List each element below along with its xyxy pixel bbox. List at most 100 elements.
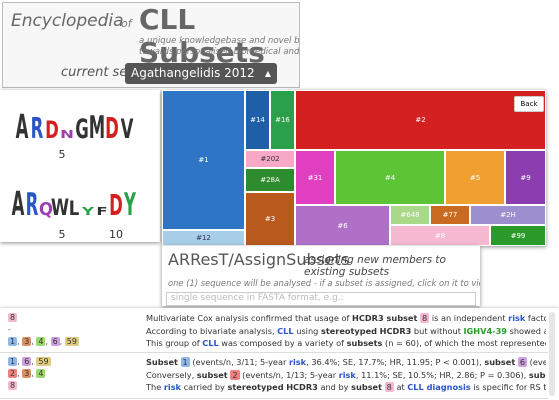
treemap-cell[interactable]: #5 xyxy=(445,150,505,205)
set-select[interactable]: Agathangelidis 2012 ▲ xyxy=(125,63,277,84)
logo-letter: W xyxy=(51,195,69,221)
title-prefix: Encyclopedia xyxy=(11,11,124,31)
set-value: Agathangelidis 2012 xyxy=(131,66,255,80)
text-segment: CLL xyxy=(277,325,294,336)
text-segment: According to bivariate analysis, xyxy=(146,325,278,336)
subset-cell: 8 - 1, 3, 4, 6, 59 xyxy=(8,312,138,348)
text-segment: Subset xyxy=(146,357,178,367)
text-line: Conversely, subset 2 (events/n, 1/13; 5-… xyxy=(146,369,546,382)
text-segment: was composed by a variety of xyxy=(218,338,347,348)
treemap-cell[interactable]: #28A xyxy=(245,168,295,192)
text-segment: (n = 60), of which the most represented … xyxy=(385,338,546,348)
text-segment: subset xyxy=(484,357,516,367)
logo-letter: N xyxy=(60,129,74,142)
cell-label: #648 xyxy=(400,211,420,219)
treemap-cell[interactable]: #99 xyxy=(490,225,546,246)
table-row: 1, 6, 59 2, 3, 4 8 Subset 1 (events/n, 3/11… xyxy=(0,354,548,399)
subset-line: - xyxy=(8,324,138,336)
cell-label: #8 xyxy=(434,231,446,240)
subset-badge: 59 xyxy=(36,357,51,366)
subset-badge: 6 xyxy=(50,337,60,346)
treemap-cell[interactable]: #9 xyxy=(505,150,546,205)
subset-line: 8 xyxy=(8,312,138,324)
assign-tagline: assigning new members to existing subset… xyxy=(304,254,446,278)
text-segment: HCDR3 xyxy=(286,382,318,392)
text-segment: is an independent xyxy=(429,313,509,323)
subset-badge: 8 xyxy=(8,313,18,322)
logo-letter: G xyxy=(75,115,89,145)
treemap-cell[interactable]: #6 xyxy=(295,205,390,246)
results-table: 8 - 1, 3, 4, 6, 59 Multivariate Cox analysi… xyxy=(0,308,559,400)
text-segment: Conversely, xyxy=(146,369,197,380)
cell-label: #1 xyxy=(198,156,209,164)
logo-letter: M xyxy=(89,109,105,145)
text-segment: and by xyxy=(317,382,352,392)
text-segment: stereotyped xyxy=(227,382,284,392)
text-segment: subset xyxy=(196,369,228,380)
treemap-cell[interactable]: #2H xyxy=(470,205,546,225)
subset-badge: 3 xyxy=(22,337,32,346)
cell-label: #4 xyxy=(384,173,396,182)
text-segment: CLL diagnosis xyxy=(407,382,471,392)
text-line: Subset 1 (events/n, 3/11; 5-year risk, 3… xyxy=(146,356,546,369)
assign-note: one (1) sequence will be analysed - if a… xyxy=(168,278,480,288)
text-segment: , xyxy=(31,369,37,378)
title-of: of xyxy=(121,17,132,30)
text-segment: carried by xyxy=(181,382,228,392)
treemap-cell[interactable]: #14 xyxy=(245,90,270,150)
treemap-cell[interactable]: #4 xyxy=(335,150,445,205)
treemap-cell[interactable]: #202 xyxy=(245,150,295,168)
logo-letter: D xyxy=(105,111,119,145)
logo-position: 10 xyxy=(109,228,123,241)
subset-badge: 1 xyxy=(180,357,190,367)
text-segment: HCDR3 subset xyxy=(351,313,418,323)
treemap-cell[interactable]: #3 xyxy=(245,192,295,246)
text-segment: subset xyxy=(351,382,383,392)
cell-label: #31 xyxy=(307,173,323,182)
text-line: Multivariate Cox analysis confirmed that… xyxy=(146,312,546,325)
logo-letter: A xyxy=(12,186,25,224)
treemap-cell[interactable]: #1 xyxy=(162,90,245,230)
text-segment: (events/n, 1/5; 5-year xyxy=(529,357,546,367)
treemap-cell[interactable]: #8 xyxy=(390,225,490,246)
treemap-cell[interactable]: #2 xyxy=(295,90,546,150)
logo-letter: V xyxy=(121,115,134,145)
set-label: current set xyxy=(61,65,133,80)
text-segment: subset xyxy=(528,369,546,380)
text-line: The risk carried by stereotyped HCDR3 an… xyxy=(146,381,546,394)
cell-label: #6 xyxy=(337,221,348,230)
text-segment: risk xyxy=(288,357,307,367)
cell-label: #99 xyxy=(510,231,526,240)
cell-label: #2H xyxy=(500,211,516,219)
treemap-cell[interactable]: #77 xyxy=(430,205,470,225)
subset-badge: 6 xyxy=(517,357,528,367)
text-line: This group of CLL was composed by a vari… xyxy=(146,337,546,350)
text-segment: , 11.1%; SE, 10.5%; HR, 2.86; P = 0.306)… xyxy=(355,369,529,380)
sequence-input[interactable]: single sequence in FASTA format, e.g.: xyxy=(166,292,476,306)
text-segment: , xyxy=(31,357,37,366)
cell-label: #2 xyxy=(415,116,426,124)
treemap-cell[interactable]: #16 xyxy=(270,90,295,150)
text-segment: IGHV4-39 xyxy=(463,325,507,336)
text-line: According to bivariate analysis, CLL usi… xyxy=(146,325,546,338)
text-segment: stereotyped xyxy=(320,325,378,336)
text-segment: Multivariate Cox analysis confirmed that… xyxy=(146,313,352,323)
subset-line: 1, 3, 4, 6, 59 xyxy=(8,336,138,348)
scrollbar[interactable] xyxy=(549,312,555,396)
cell-label: #5 xyxy=(469,173,481,182)
treemap-cell[interactable]: #12 xyxy=(162,230,245,246)
subset-badge: 2 xyxy=(8,369,18,378)
back-button[interactable]: Back xyxy=(514,96,544,112)
treemap-cell[interactable]: #31 xyxy=(295,150,335,205)
logo-letter: L xyxy=(69,198,80,221)
text-segment: (events/n, 3/11; 5-year xyxy=(189,357,289,367)
treemap-cell[interactable]: #648 xyxy=(390,205,430,225)
logo-panel: A R D N G M D V 5 A R Q W L Y F D Y 5 10 xyxy=(0,90,160,242)
subset-badge: 4 xyxy=(36,337,46,346)
cell-label: #16 xyxy=(275,116,290,124)
placeholder: single sequence in FASTA format, e.g.: xyxy=(171,293,344,303)
select-arrow: ▲ xyxy=(264,69,271,78)
assign-panel: ARResT/AssignSubsets assigning new membe… xyxy=(162,246,480,306)
logo-letter: F xyxy=(96,206,107,219)
